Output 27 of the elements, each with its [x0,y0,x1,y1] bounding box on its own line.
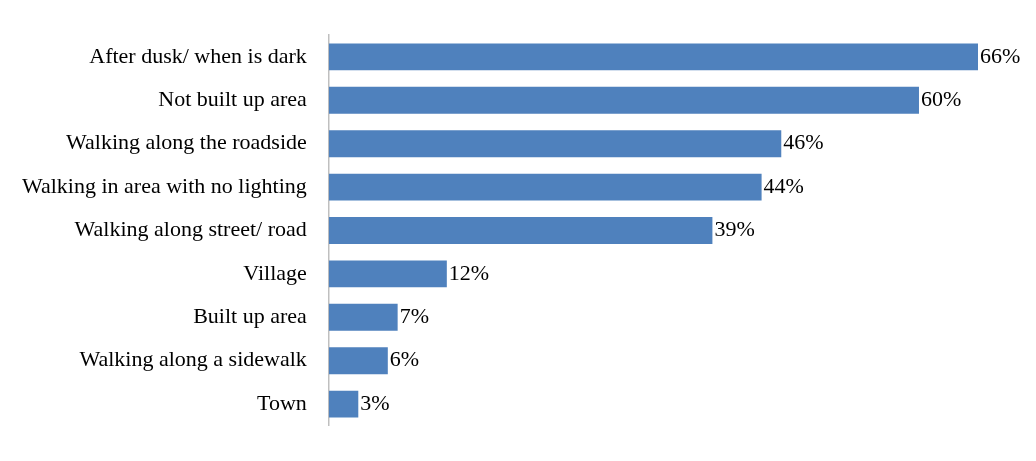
y-tick-label: Not built up area [158,86,308,112]
bar [328,303,398,331]
bar [328,260,447,288]
y-tick-label: Village [243,259,307,285]
data-label: 39% [714,216,755,242]
data-label: 44% [763,172,804,198]
bar [328,390,359,418]
data-label: 60% [920,86,962,112]
bar [328,347,388,375]
y-tick-label: Town [256,389,307,415]
y-tick-label: Walking along a sidewalk [79,346,307,372]
bar [328,43,978,71]
data-label: 6% [389,346,420,372]
data-label: 3% [360,389,390,415]
bar [328,130,782,158]
data-label: 12% [448,259,490,285]
bar [328,86,919,114]
y-tick-label: Walking along street/ road [74,216,307,242]
y-tick-label: Built up area [193,303,308,329]
data-label: 7% [399,303,429,329]
bar [328,173,762,201]
data-label: 66% [980,42,1021,68]
data-label: 46% [783,129,824,155]
bar [328,217,713,244]
y-tick-label: Walking along the roadside [66,129,307,155]
y-tick-label: Walking in area with no lighting [21,172,307,198]
y-tick-label: After dusk/ when is dark [89,42,307,68]
